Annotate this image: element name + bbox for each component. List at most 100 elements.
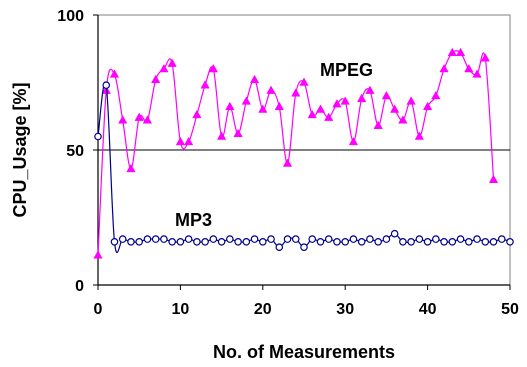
mpeg-point [414,131,424,140]
mp3-point [234,238,242,246]
mpeg-point [381,90,392,100]
mpeg-point [480,53,490,62]
mpeg-point [175,136,186,146]
mp3-point [242,238,251,246]
mp3-point [193,238,201,246]
mpeg-point [431,90,441,100]
mpeg-point [299,77,309,86]
mp3-point [440,238,448,246]
mp3-point [143,235,152,243]
mp3-point [324,235,333,243]
mpeg-point [266,85,276,94]
mp3-point [250,235,259,243]
mp3-point [432,235,440,243]
mp3-point [94,132,102,141]
mp3-point [151,235,160,243]
mp3-point [209,235,218,243]
mpeg-point [258,104,268,113]
mp3-point [308,235,317,243]
x-axis-title: No. of Measurements [213,342,395,362]
mpeg-point [200,80,210,89]
mpeg-point [398,115,408,124]
mp3-point [341,238,350,246]
mp3-point [316,238,325,246]
mp3-point [464,238,473,246]
mp3-point [407,238,415,246]
mpeg-point [142,115,153,124]
mpeg-point [390,104,400,113]
mp3-point [423,238,432,246]
mp3-point [176,238,185,246]
mpeg-point [282,158,293,167]
mpeg-point [422,101,433,111]
mpeg-point [406,96,416,105]
x-tick-label: 20 [254,301,272,318]
mpeg-series-label: MPEG [320,60,373,80]
mpeg-point [315,104,326,113]
mpeg-point [348,136,359,146]
mpeg-point [439,63,449,73]
mpeg-point [151,74,161,84]
mp3-point [201,238,209,246]
mpeg-point [332,99,342,108]
mpeg-point [455,47,466,57]
mpeg-point [291,88,301,97]
mp3-point [300,243,308,252]
mpeg-point [208,63,218,73]
mpeg-point [167,58,177,67]
mpeg-point [373,120,383,129]
mpeg-point [93,250,103,259]
mp3-point [415,235,424,243]
mp3-point [374,238,382,246]
y-tick-label: 0 [75,278,84,295]
mp3-point [489,238,498,246]
mpeg-point [447,47,457,57]
mpeg-point [192,109,202,119]
x-tick-label: 30 [336,301,354,318]
mp3-point [127,238,135,246]
mpeg-point [216,131,227,140]
mpeg-point [357,93,367,102]
mpeg-point [233,128,243,138]
mpeg-point [184,136,194,146]
mp3-point [357,238,366,246]
mpeg-point [241,96,251,105]
mp3-point [168,238,176,246]
mp3-point [448,238,457,246]
mp3-point [456,235,465,243]
y-axis-title: CPU_Usage [%] [10,82,30,217]
mpeg-point [109,69,120,78]
mp3-point [184,235,193,243]
x-tick-label: 40 [419,301,437,318]
x-tick-label: 10 [172,301,190,318]
mp3-point [349,235,358,243]
mpeg-point [126,163,136,173]
mp3-point [366,235,374,243]
mpeg-point [249,74,260,84]
mp3-point [497,235,506,243]
mp3-point [481,238,490,246]
mp3-point [267,235,275,243]
mpeg-point [472,69,482,78]
mp3-point [333,238,341,246]
mp3-point [160,235,168,243]
mpeg-point [307,109,317,119]
mp3-point [102,81,111,90]
mp3-point [382,235,391,243]
mp3-series-label: MP3 [175,210,212,230]
mpeg-point [488,174,499,183]
mp3-point [390,229,399,238]
y-tick-label: 50 [66,143,84,160]
mp3-point [258,238,267,246]
mpeg-point [159,63,169,73]
mp3-point [291,235,300,243]
mp3-point [110,238,119,246]
y-tick-label: 100 [57,8,84,25]
mpeg-point [324,112,334,121]
mp3-point [506,238,514,246]
mp3-point [399,238,407,246]
mpeg-point [225,101,235,111]
mp3-point [135,238,144,246]
mp3-point [118,235,127,243]
